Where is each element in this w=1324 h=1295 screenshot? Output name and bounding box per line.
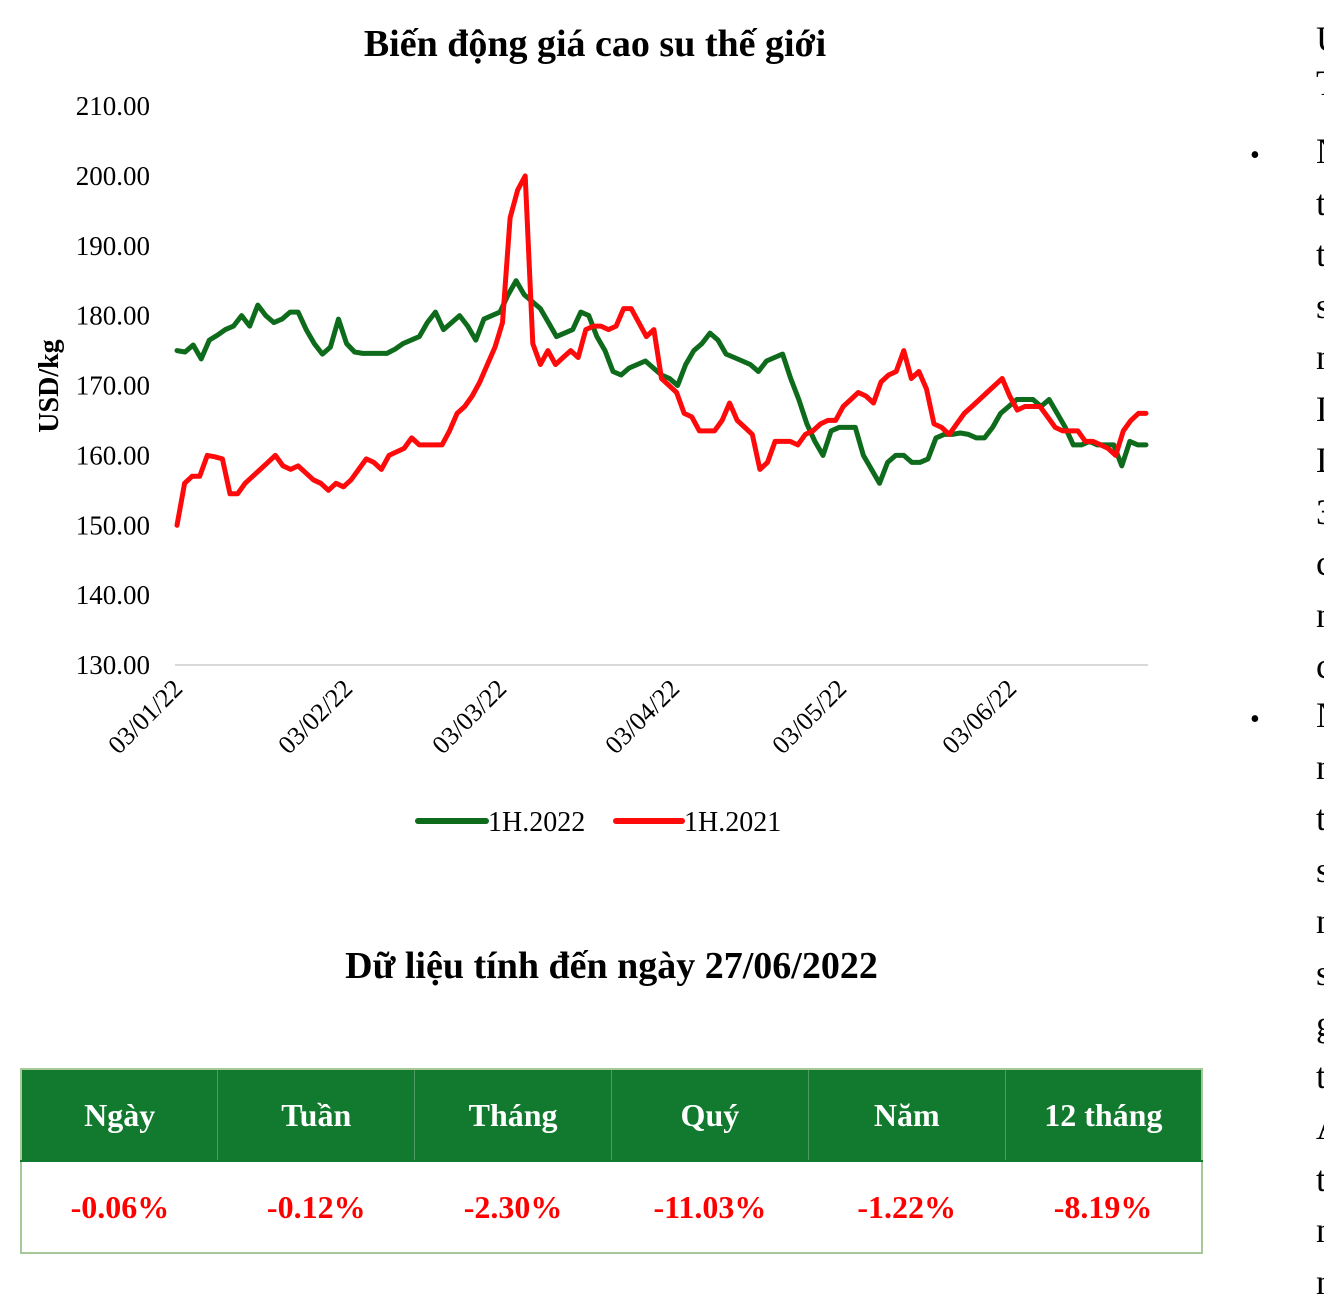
y-tick-label: 180.00: [76, 301, 150, 331]
article-fragment: c: [1316, 646, 1324, 686]
bullet-dot: •: [1250, 704, 1260, 735]
value-cell: -0.12%: [217, 1160, 415, 1253]
article-fragment: n: [1316, 900, 1324, 942]
value-cell: -8.19%: [1005, 1160, 1202, 1253]
article-fragment: n: [1316, 1209, 1324, 1251]
legend-label-1h2021: 1H.2021: [684, 807, 781, 838]
legend: 1H.2022 1H.2021: [415, 807, 781, 838]
legend-label-1h2022: 1H.2022: [488, 807, 585, 838]
x-tick-label: 03/02/22: [272, 674, 358, 760]
table-title: Dữ liệu tính đến ngày 27/06/2022: [345, 945, 878, 987]
y-tick-label: 160.00: [76, 440, 150, 470]
article-fragment: Ư: [1316, 18, 1324, 60]
y-tick-label: 210.00: [76, 91, 150, 121]
x-tick-label: 03/01/22: [102, 674, 188, 760]
header-cell: 12 tháng: [1005, 1069, 1202, 1161]
article-fragment: t: [1316, 234, 1324, 274]
header-cell: Tháng: [414, 1069, 612, 1161]
article-fragment: 3: [1316, 491, 1324, 533]
y-tick-label: 190.00: [76, 231, 150, 261]
y-tick-label: 170.00: [76, 371, 150, 401]
article-fragment: s: [1316, 952, 1324, 993]
article-fragment: s: [1316, 849, 1324, 890]
value-cell: -1.22%: [808, 1160, 1006, 1253]
article-fragment: L: [1316, 388, 1324, 430]
price-change-table: Ngày Tuần Tháng Quý Năm 12 tháng -0.06% …: [20, 1068, 1203, 1254]
value-cell: -11.03%: [611, 1160, 809, 1253]
series-lines: [174, 173, 1149, 528]
line-chart: 130.00 140.00 150.00 160.00 170.00 180.00 190.…: [34, 91, 1149, 838]
table-values-row: -0.06% -0.12% -2.30% -11.03% -1.22% -8.1…: [21, 1160, 1202, 1253]
article-fragment: t: [1316, 1055, 1324, 1096]
bullet-dot: •: [1250, 140, 1260, 171]
article-fragment: c: [1316, 543, 1324, 583]
y-tick-label: 130.00: [76, 650, 150, 680]
article-fragment: t: [1316, 1158, 1324, 1199]
series-line-1h2021: [174, 173, 1149, 528]
article-fragment: s: [1316, 285, 1324, 326]
article-fragment: n: [1316, 336, 1324, 378]
clipped-article-text: ƯT•NttsnLL3cnc•NntsnsgtAtnn: [1250, 0, 1324, 1295]
chart-title: Biến động giá cao su thế giới: [363, 23, 827, 65]
value-cell: -0.06%: [21, 1160, 218, 1253]
y-tick-label: 150.00: [76, 510, 150, 540]
article-fragment: N: [1316, 694, 1324, 736]
y-axis-label: USD/kg: [34, 339, 65, 432]
x-tick-label: 03/04/22: [599, 674, 685, 760]
header-cell: Năm: [808, 1069, 1006, 1161]
x-tick-label: 03/03/22: [426, 674, 512, 760]
x-tick-label: 03/06/22: [936, 674, 1022, 760]
y-tick-label: 140.00: [76, 580, 150, 610]
article-fragment: n: [1316, 594, 1324, 636]
article-fragment: L: [1316, 439, 1324, 481]
table-header-row: Ngày Tuần Tháng Quý Năm 12 tháng: [21, 1069, 1202, 1161]
article-fragment: t: [1316, 798, 1324, 838]
value-cell: -2.30%: [414, 1160, 612, 1253]
article-fragment: g: [1316, 1003, 1324, 1045]
article-fragment: A: [1316, 1106, 1324, 1148]
header-cell: Quý: [611, 1069, 809, 1161]
article-fragment: n: [1316, 1261, 1324, 1295]
x-tick-label: 03/05/22: [766, 674, 852, 760]
article-fragment: n: [1316, 746, 1324, 788]
article-fragment: N: [1316, 130, 1324, 172]
article-fragment: t: [1316, 182, 1324, 223]
header-cell: Tuần: [217, 1069, 416, 1161]
y-tick-label: 200.00: [76, 161, 150, 191]
x-axis-ticks: 03/01/22 03/02/22 03/03/22 03/04/22 03/05/22…: [102, 674, 1022, 760]
y-axis-ticks: 130.00 140.00 150.00 160.00 170.00 180.00 190.…: [76, 91, 150, 680]
article-fragment: T: [1316, 62, 1324, 104]
header-cell: Ngày: [21, 1069, 219, 1161]
